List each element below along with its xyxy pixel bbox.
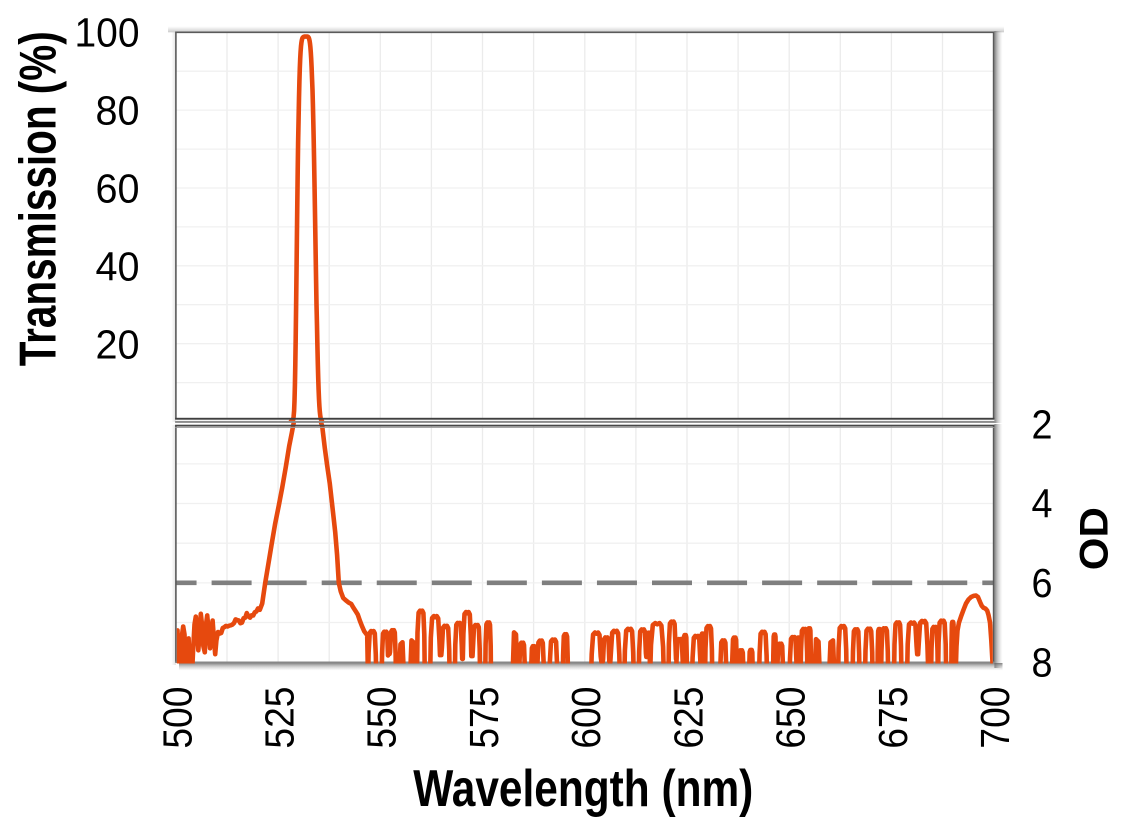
svg-text:20: 20	[96, 322, 140, 368]
svg-text:550: 550	[359, 687, 405, 749]
svg-text:6: 6	[1032, 560, 1053, 606]
svg-text:675: 675	[870, 687, 916, 749]
svg-text:600: 600	[563, 687, 609, 749]
svg-text:80: 80	[96, 87, 140, 133]
svg-text:625: 625	[665, 687, 711, 749]
svg-text:500: 500	[154, 687, 200, 749]
svg-text:4: 4	[1032, 481, 1053, 527]
svg-text:Transmission (%): Transmission (%)	[10, 31, 68, 366]
svg-text:2: 2	[1032, 402, 1053, 448]
svg-text:650: 650	[768, 687, 814, 749]
svg-text:700: 700	[972, 687, 1018, 749]
svg-text:100: 100	[75, 9, 140, 55]
svg-text:60: 60	[96, 166, 140, 212]
svg-text:575: 575	[461, 687, 507, 749]
svg-text:OD: OD	[1072, 507, 1116, 570]
svg-text:525: 525	[257, 687, 303, 749]
svg-text:40: 40	[96, 244, 140, 290]
svg-text:8: 8	[1032, 639, 1053, 685]
svg-text:Wavelength (nm): Wavelength (nm)	[413, 760, 753, 818]
